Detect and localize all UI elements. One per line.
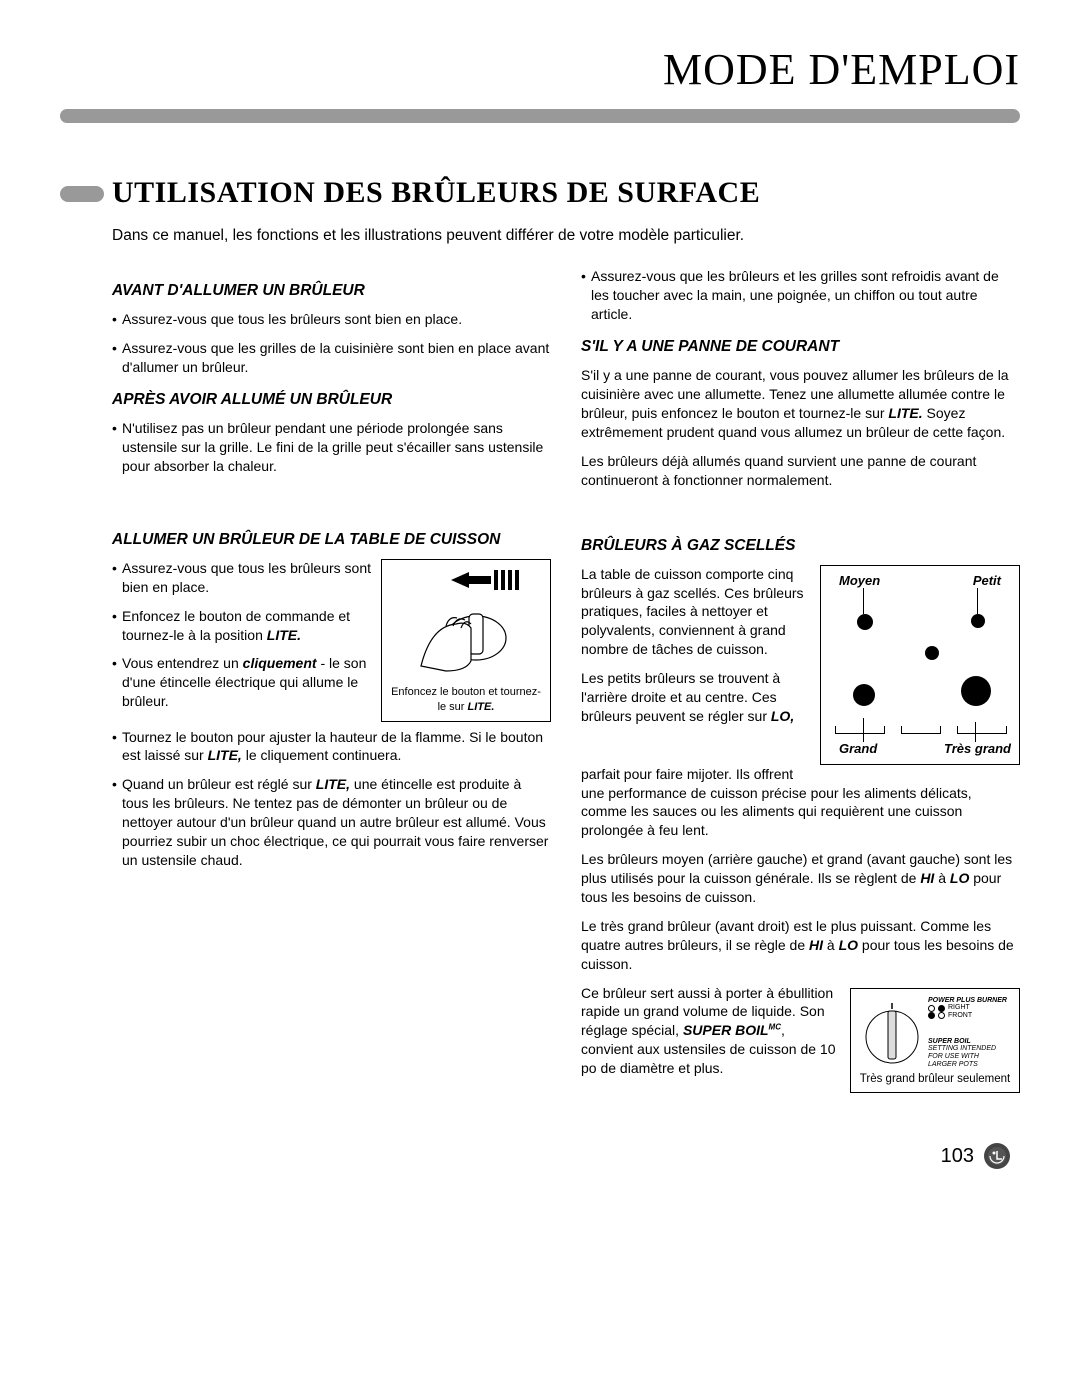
- label-moyen: Moyen: [839, 572, 880, 590]
- list-item: Vous entendrez un cliquement - le son d'…: [112, 654, 551, 711]
- list-item: Quand un brûleur est réglé sur LITE, une…: [112, 775, 551, 869]
- lg-logo-icon: [984, 1143, 1010, 1169]
- paragraph: Les brûleurs moyen (arrière gauche) et g…: [581, 850, 1020, 907]
- subhead-after-light: APRÈS AVOIR ALLUMÉ UN BRÛLEUR: [112, 390, 551, 411]
- paragraph: S'il y a une panne de courant, vous pouv…: [581, 366, 1020, 442]
- label-petit: Petit: [973, 572, 1001, 590]
- left-column: AVANT D'ALLUMER UN BRÛLEUR Assurez-vous …: [112, 267, 551, 1103]
- page-number: 103: [941, 1143, 974, 1170]
- label-grand: Grand: [839, 740, 877, 758]
- section-intro: Dans ce manuel, les fonctions et les ill…: [112, 226, 1020, 247]
- section-title: UTILISATION DES BRÛLEURS DE SURFACE: [112, 173, 760, 214]
- dial-caption: Très grand brûleur seulement: [855, 1072, 1015, 1088]
- dial-figure: POWER PLUS BURNER RIGHT FRONT SUPER: [850, 988, 1020, 1093]
- paragraph: Le très grand brûleur (avant droit) est …: [581, 917, 1020, 974]
- page-footer: 103: [60, 1143, 1020, 1170]
- page-header-title: MODE D'EMPLOI: [60, 40, 1020, 99]
- paragraph: Les brûleurs déjà allumés quand survient…: [581, 452, 1020, 490]
- list-item: Assurez-vous que tous les brûleurs sont …: [112, 310, 551, 329]
- subhead-sealed-burners: BRÛLEURS À GAZ SCELLÉS: [581, 536, 1020, 557]
- list-item: Assurez-vous que tous les brûleurs sont …: [112, 559, 551, 597]
- list-item: Assurez-vous que les brûleurs et les gri…: [581, 267, 1020, 324]
- label-tresgrand: Très grand: [944, 740, 1011, 758]
- burner-medium: [857, 614, 873, 630]
- subhead-light-burner: ALLUMER UN BRÛLEUR DE LA TABLE DE CUISSO…: [112, 530, 551, 551]
- list-item: N'utilisez pas un brûleur pendant une pé…: [112, 419, 551, 476]
- cooktop-diagram: Moyen Petit Grand Très grand: [820, 565, 1020, 765]
- dial-icon: [862, 997, 922, 1067]
- subhead-before-light: AVANT D'ALLUMER UN BRÛLEUR: [112, 281, 551, 302]
- header-divider: [60, 109, 1020, 123]
- burner-large: [853, 684, 875, 706]
- burner-small-rear: [971, 614, 985, 628]
- list-item: Tournez le bouton pour ajuster la hauteu…: [112, 728, 551, 766]
- burner-small-center: [925, 646, 939, 660]
- subhead-power-outage: S'IL Y A UNE PANNE DE COURANT: [581, 337, 1020, 358]
- paragraph: parfait pour faire mijoter. Ils offrent …: [581, 765, 1020, 841]
- list-item: Assurez-vous que les grilles de la cuisi…: [112, 339, 551, 377]
- burner-xlarge: [961, 676, 991, 706]
- right-column: Assurez-vous que les brûleurs et les gri…: [581, 267, 1020, 1103]
- section-bullet: [60, 186, 104, 202]
- list-item: Enfoncez le bouton de commande et tourne…: [112, 607, 551, 645]
